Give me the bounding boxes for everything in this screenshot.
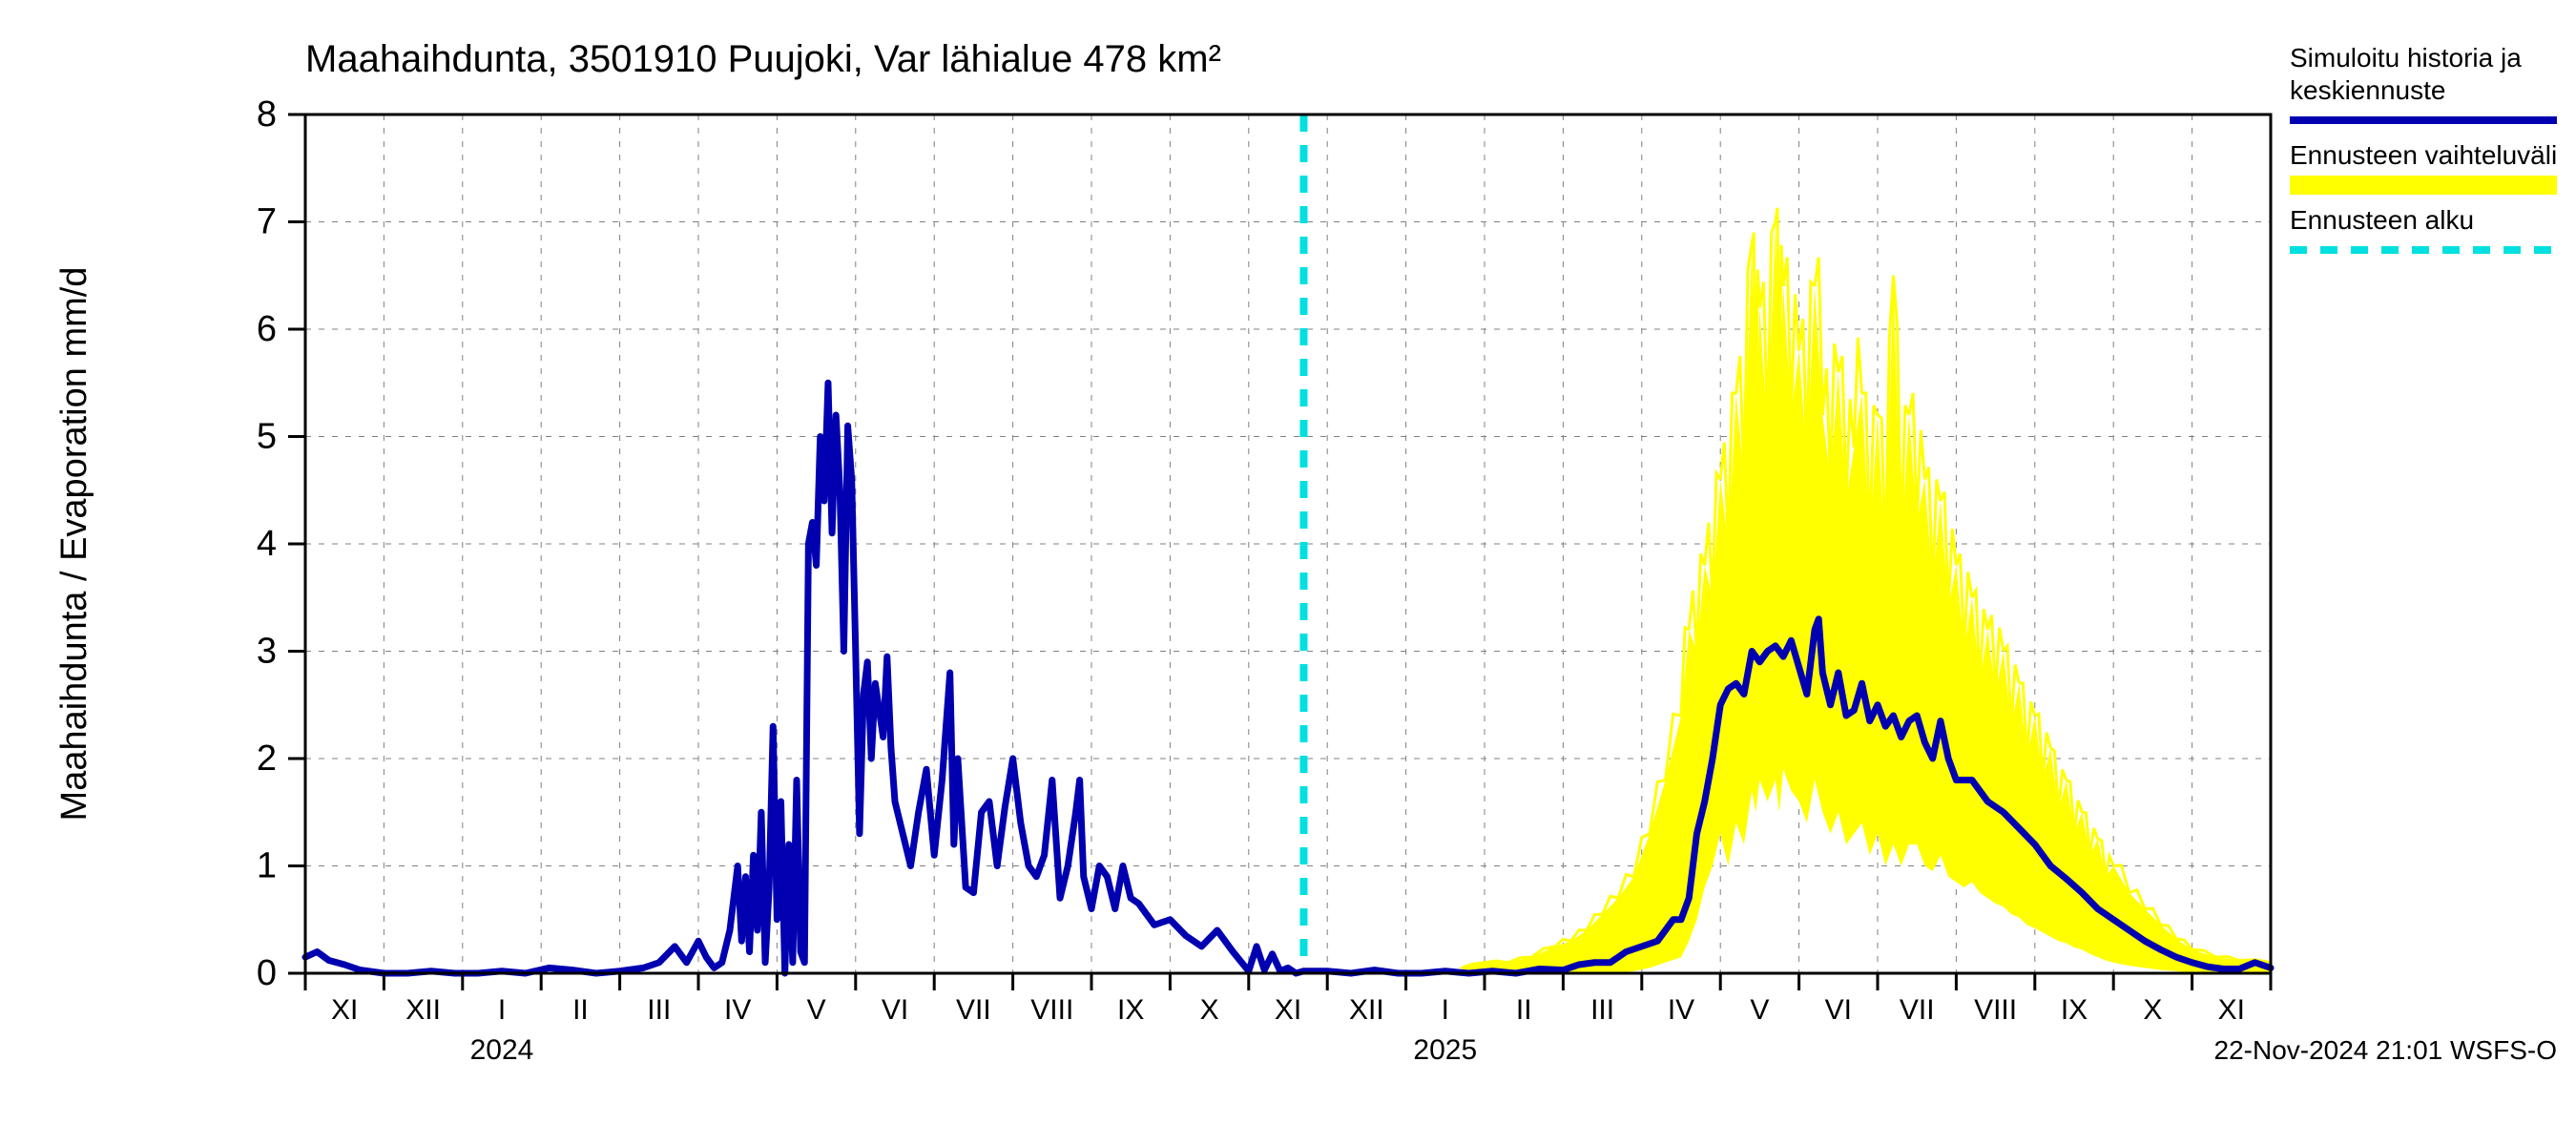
x-month-label: III <box>647 994 671 1026</box>
x-month-label: IV <box>1668 994 1694 1026</box>
x-month-label: III <box>1590 994 1614 1026</box>
y-tick-label: 8 <box>257 94 277 135</box>
x-month-label: V <box>1750 994 1769 1026</box>
x-month-label: VII <box>1900 994 1935 1026</box>
y-tick-label: 0 <box>257 953 277 993</box>
legend-label: keskiennuste <box>2290 75 2445 105</box>
x-month-label: IX <box>1117 994 1144 1026</box>
x-month-label: XI <box>1275 994 1301 1026</box>
x-month-label: VII <box>956 994 991 1026</box>
y-tick-label: 2 <box>257 739 277 779</box>
x-month-label: XI <box>331 994 358 1026</box>
x-month-label: II <box>1516 994 1532 1026</box>
x-month-label: IV <box>724 994 751 1026</box>
y-tick-label: 7 <box>257 202 277 242</box>
y-tick-label: 4 <box>257 524 277 564</box>
x-month-label: V <box>807 994 826 1026</box>
x-year-label: 2024 <box>470 1034 534 1066</box>
legend-label: Ennusteen alku <box>2290 205 2474 235</box>
y-tick-label: 3 <box>257 632 277 672</box>
y-tick-label: 5 <box>257 417 277 457</box>
chart-svg: 012345678XIXIIIIIIIIIVVVIVIIVIIIIXXXIXII… <box>0 0 2576 1145</box>
x-month-label: VIII <box>1030 994 1073 1026</box>
chart-container: 012345678XIXIIIIIIIIIVVVIVIIVIIIIXXXIXII… <box>0 0 2576 1145</box>
x-month-label: I <box>498 994 506 1026</box>
x-month-label: XI <box>2218 994 2245 1026</box>
y-tick-label: 1 <box>257 846 277 886</box>
x-month-label: II <box>572 994 589 1026</box>
x-month-label: VI <box>882 994 908 1026</box>
legend-label: Simuloitu historia ja <box>2290 43 2522 73</box>
y-axis-label: Maahaihdunta / Evaporation mm/d <box>54 267 94 822</box>
chart-title: Maahaihdunta, 3501910 Puujoki, Var lähia… <box>305 38 1221 80</box>
legend-label: Ennusteen vaihteluväli <box>2290 140 2557 170</box>
x-month-label: XII <box>1349 994 1384 1026</box>
x-month-label: I <box>1442 994 1449 1026</box>
x-month-label: VI <box>1825 994 1852 1026</box>
x-month-label: IX <box>2061 994 2088 1026</box>
x-month-label: XII <box>405 994 441 1026</box>
x-month-label: VIII <box>1974 994 2017 1026</box>
x-year-label: 2025 <box>1413 1034 1477 1066</box>
chart-footer: 22-Nov-2024 21:01 WSFS-O <box>2214 1035 2558 1065</box>
x-month-label: X <box>1200 994 1219 1026</box>
x-month-label: X <box>2143 994 2162 1026</box>
y-tick-label: 6 <box>257 309 277 349</box>
